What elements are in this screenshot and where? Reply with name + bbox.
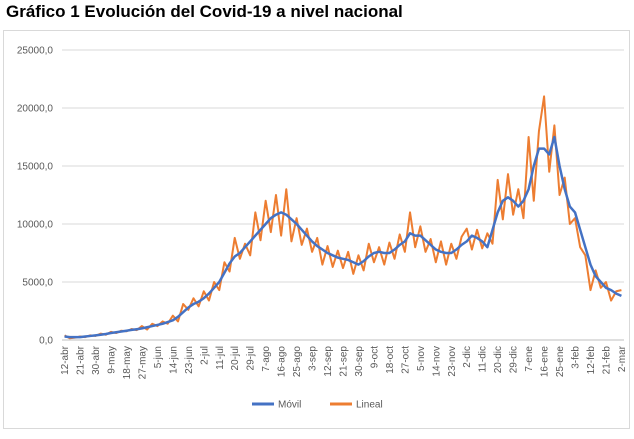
x-tick-label: 12-sep: [323, 346, 334, 377]
y-tick-label: 0,0: [39, 336, 53, 347]
x-tick-label: 23-nov: [447, 346, 458, 377]
x-tick-label: 5-nov: [416, 346, 427, 371]
x-tick-label: 7-ago: [261, 346, 272, 372]
chart-title: Gráfico 1 Evolución del Covid-19 a nivel…: [6, 2, 403, 21]
x-tick-label: 18-may: [122, 346, 133, 379]
y-tick-label: 15000,0: [17, 162, 54, 173]
x-tick-label: 3-feb: [571, 346, 582, 369]
y-tick-label: 5000,0: [22, 278, 53, 289]
x-tick-label: 23-jun: [184, 346, 195, 374]
legend-label: Lineal: [356, 400, 383, 411]
series-line: [64, 135, 622, 339]
x-tick-label: 12-feb: [586, 346, 597, 375]
x-tick-label: 27-oct: [400, 346, 411, 374]
x-tick-label: 7-ene: [524, 346, 535, 372]
x-tick-label: 21-feb: [601, 346, 612, 375]
x-tick-label: 11-jul: [215, 346, 226, 370]
legend-label: Móvil: [278, 400, 301, 411]
x-tick-label: 5-jun: [153, 346, 164, 368]
x-tick-label: 3-sep: [308, 346, 319, 371]
x-tick-label: 2-dic: [462, 346, 473, 368]
x-tick-label: 16-ago: [277, 346, 288, 378]
x-tick-label: 11-dic: [478, 346, 489, 373]
x-tick-label: 30-sep: [354, 346, 365, 377]
x-tick-label: 16-ene: [540, 346, 551, 378]
y-tick-label: 20000,0: [17, 104, 54, 115]
y-tick-label: 25000,0: [17, 46, 54, 57]
y-tick-label: 10000,0: [17, 220, 54, 231]
x-tick-label: 25-ago: [292, 346, 303, 378]
x-tick-label: 2-mar: [617, 345, 628, 372]
x-tick-label: 2-jul: [199, 346, 210, 365]
x-tick-label: 29-jul: [246, 346, 257, 370]
x-tick-label: 30-abr: [91, 345, 102, 375]
x-tick-label: 18-oct: [385, 346, 396, 374]
x-tick-label: 20-dic: [493, 346, 504, 373]
chart-border: [3, 30, 630, 429]
x-tick-label: 14-nov: [431, 346, 442, 377]
x-tick-label: 12-abr: [60, 345, 71, 375]
x-tick-label: 27-may: [137, 346, 148, 379]
x-tick-label: 9-oct: [369, 346, 380, 368]
x-tick-label: 9-may: [106, 346, 117, 374]
x-tick-label: 20-jul: [230, 346, 241, 370]
x-tick-label: 14-jun: [168, 346, 179, 374]
x-tick-label: 21-sep: [339, 346, 350, 377]
x-tick-label: 29-dic: [509, 346, 520, 373]
x-tick-label: 25-ene: [555, 346, 566, 378]
x-tick-label: 21-abr: [76, 345, 87, 375]
